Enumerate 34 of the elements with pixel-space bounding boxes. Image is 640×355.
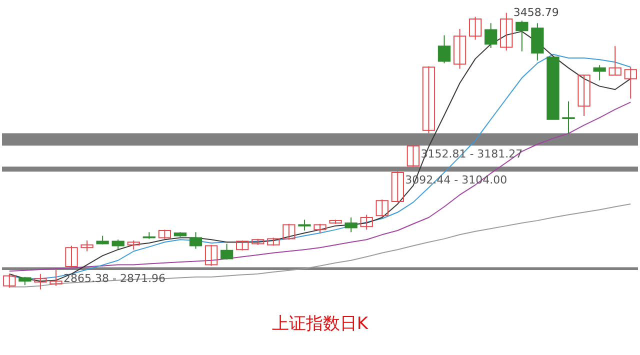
candlestick [516, 20, 528, 52]
candlestick [422, 66, 436, 134]
candlestick [50, 270, 62, 286]
candlestick [204, 244, 218, 266]
candlestick [80, 240, 94, 252]
text: 上证指数日K [272, 314, 369, 334]
annotation: 3458.79 [513, 6, 559, 19]
candlestick [376, 199, 388, 218]
candlestick [220, 243, 234, 260]
candlestick [65, 245, 78, 268]
candlestick [344, 217, 358, 233]
candlestick [453, 28, 466, 70]
candlestick [391, 171, 404, 203]
candlestick [593, 64, 606, 81]
candlestick [438, 34, 451, 64]
candlestick [112, 239, 124, 250]
candlestick [360, 214, 373, 230]
candlestick [34, 273, 47, 290]
candlestick [3, 273, 16, 288]
candlestick [624, 66, 637, 100]
candlestick [127, 240, 140, 250]
candlestick [406, 145, 420, 168]
candlestick [314, 223, 326, 234]
candlestick [282, 223, 296, 240]
candlestick [608, 46, 622, 76]
candlestick [484, 22, 498, 49]
candlestick [298, 219, 311, 232]
candlestick [468, 16, 482, 40]
candlestick [500, 12, 513, 52]
candlestick [562, 100, 575, 134]
candlestick [236, 240, 249, 251]
candlestick [189, 232, 202, 250]
candlestick [158, 229, 172, 240]
candlestick [578, 74, 590, 117]
